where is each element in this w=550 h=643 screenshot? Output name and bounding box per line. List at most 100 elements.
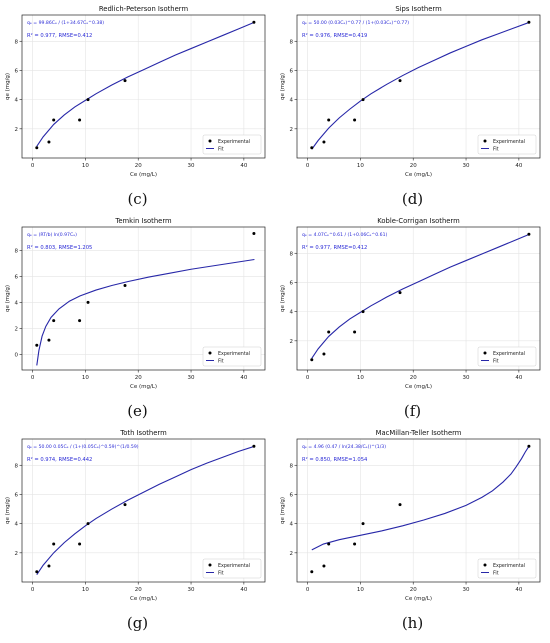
- y-axis-label: qe (mg/g): [5, 497, 11, 524]
- y-tick-label: 6: [290, 280, 294, 286]
- equation-annotation: qₑ = 50.00 (0.03Cₑ)^0.77 / (1+(0.03Cₑ)^0…: [302, 20, 409, 26]
- y-tick-label: 8: [290, 251, 294, 257]
- y-axis-label: qe (mg/g): [5, 285, 11, 312]
- experimental-point: [35, 570, 39, 574]
- experimental-point: [52, 319, 56, 323]
- x-tick-label: 10: [82, 163, 89, 169]
- x-tick-label: 0: [306, 375, 310, 381]
- y-tick-label: 8: [15, 463, 19, 469]
- experimental-point: [123, 284, 127, 287]
- y-tick-label: 0: [15, 352, 19, 358]
- experimental-point: [361, 522, 365, 526]
- chart-svg: 0 10 20 30 40 2 4 6 8 MacMillan-Teller Isotherm Ce…: [280, 429, 541, 602]
- chart-svg: 0 10 20 30 40 0 2 4 6 8 Temkin Isotherm Ce (mg/L) qe…: [5, 217, 266, 390]
- legend-box: [202, 346, 262, 367]
- x-tick-label: 20: [135, 587, 142, 593]
- equation-annotation: qₑ = 99.86Cₑ / (1+34.67Cₑ^0.38): [27, 20, 104, 26]
- legend-label-experimental: Experimental: [493, 351, 525, 357]
- y-tick-label: 2: [290, 127, 294, 133]
- y-tick-label: 8: [290, 39, 294, 45]
- chart-panel: 0 10 20 30 40 2 4 6 8 Redlich-Peterson Isotherm Ce…: [0, 0, 275, 186]
- panel-caption: (f): [403, 402, 422, 420]
- experimental-point: [310, 358, 314, 362]
- equation-annotation: qₑ = 50.00 0.05Cₑ / (1+(0.05Cₑ)^0.59)^(1…: [27, 444, 139, 450]
- y-tick-label: 4: [290, 98, 294, 104]
- experimental-point: [78, 118, 82, 122]
- experimental-point: [310, 570, 314, 574]
- experimental-point: [398, 503, 402, 507]
- x-axis-label: Ce (mg/L): [130, 384, 157, 390]
- experimental-point: [252, 232, 256, 235]
- experimental-point: [322, 564, 326, 568]
- chart-panel: 0 10 20 30 40 0 2 4 6 8 Temkin Isotherm Ce (mg/L) qe…: [0, 212, 275, 398]
- stats-annotation: R² = 0.976, RMSE=0.419: [302, 33, 367, 39]
- legend-label-fit: Fit: [218, 359, 224, 365]
- chart-title: Redlich-Peterson Isotherm: [99, 5, 189, 13]
- y-tick-label: 4: [15, 300, 19, 306]
- experimental-point: [327, 330, 331, 334]
- y-tick-label: 6: [290, 68, 294, 74]
- x-tick-label: 0: [306, 163, 310, 169]
- y-tick-label: 4: [15, 98, 19, 104]
- experimental-point: [123, 79, 127, 83]
- chart-title: MacMillan-Teller Isotherm: [376, 429, 462, 437]
- x-tick-label: 20: [410, 163, 417, 169]
- plot-frame: [296, 226, 541, 371]
- legend-label-fit: Fit: [493, 571, 499, 577]
- y-tick-label: 2: [15, 127, 19, 133]
- legend-label-experimental: Experimental: [218, 563, 250, 569]
- y-tick-label: 2: [15, 551, 19, 557]
- legend-box: [202, 134, 262, 155]
- x-tick-label: 10: [357, 587, 364, 593]
- x-axis-label: Ce (mg/L): [405, 596, 432, 602]
- experimental-point: [52, 542, 56, 546]
- panel-caption: (h): [401, 614, 424, 632]
- chart-title: Koble-Corrigan Isotherm: [377, 217, 460, 225]
- x-tick-label: 0: [31, 163, 35, 169]
- experimental-point: [353, 118, 357, 122]
- panel-caption: (g): [126, 614, 149, 632]
- equation-annotation: qₑ = 4.96 (0.47 / ln(24.38/Cₑ))^(1/3): [302, 444, 386, 450]
- x-tick-label: 20: [410, 587, 417, 593]
- x-tick-label: 40: [240, 163, 247, 169]
- panel-caption: (d): [401, 190, 424, 208]
- legend-marker-experimental: [208, 139, 212, 143]
- experimental-point: [86, 300, 90, 304]
- experimental-point: [52, 118, 56, 122]
- experimental-point: [78, 319, 82, 323]
- x-axis-label: Ce (mg/L): [130, 596, 157, 602]
- y-tick-label: 8: [15, 39, 19, 45]
- y-tick-label: 4: [290, 522, 294, 528]
- stats-annotation: R² = 0.803, RMSE=1.205: [27, 245, 92, 251]
- x-tick-label: 0: [31, 375, 35, 381]
- experimental-point: [361, 98, 365, 102]
- plot-frame: [21, 14, 266, 159]
- y-tick-label: 8: [290, 463, 294, 469]
- experimental-point: [398, 291, 402, 295]
- plot-frame: [296, 14, 541, 159]
- x-tick-label: 20: [135, 375, 142, 381]
- y-tick-label: 8: [15, 248, 19, 254]
- x-tick-label: 10: [357, 375, 364, 381]
- x-tick-label: 40: [515, 163, 522, 169]
- y-tick-label: 2: [290, 339, 294, 345]
- x-tick-label: 40: [240, 375, 247, 381]
- legend-marker-experimental: [208, 563, 212, 567]
- chart-panel: 0 10 20 30 40 2 4 6 8 Koble-Corrigan Isotherm Ce (…: [275, 212, 550, 398]
- x-tick-label: 30: [463, 163, 470, 169]
- y-axis-label: qe (mg/g): [280, 73, 286, 100]
- x-tick-label: 20: [135, 163, 142, 169]
- chart-svg: 0 10 20 30 40 2 4 6 8 Sips Isotherm Ce (mg/L) qe (m…: [280, 5, 541, 178]
- fit-line: [36, 258, 255, 366]
- experimental-point: [353, 542, 357, 546]
- plot-frame: [296, 438, 541, 583]
- experimental-point: [361, 310, 365, 314]
- experimental-point: [252, 444, 256, 448]
- experimental-point: [327, 542, 331, 546]
- x-axis-label: Ce (mg/L): [405, 384, 432, 390]
- x-tick-label: 40: [240, 587, 247, 593]
- chart-title: Temkin Isotherm: [114, 217, 172, 225]
- chart-panel: 0 10 20 30 40 2 4 6 8 Toth Isotherm Ce (mg/L) qe (m…: [0, 424, 275, 610]
- legend-marker-experimental: [483, 563, 487, 567]
- experimental-point: [123, 503, 127, 507]
